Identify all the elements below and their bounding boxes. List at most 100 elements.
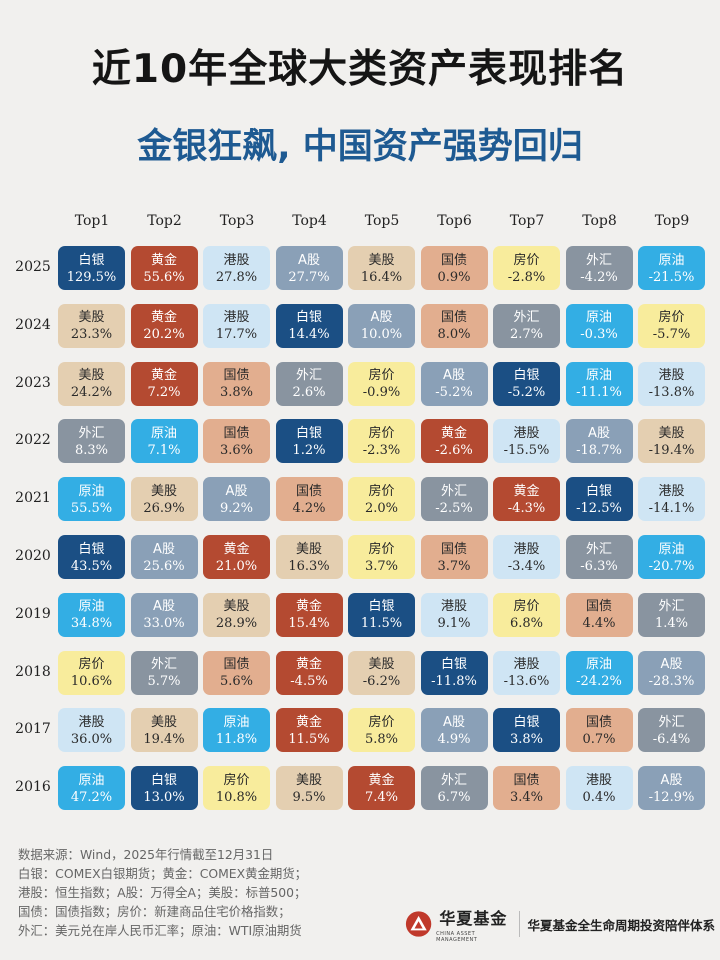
asset-return: -2.8% xyxy=(507,269,546,285)
asset-cell: A股 -12.9% xyxy=(638,766,705,811)
asset-name: 国债 xyxy=(513,772,540,788)
asset-name: A股 xyxy=(443,368,465,384)
asset-cell: 国债 8.0% xyxy=(420,303,488,348)
asset-name: A股 xyxy=(298,252,320,268)
asset-name: 原油 xyxy=(223,714,250,730)
asset-cell: 原油 11.8% xyxy=(203,708,270,753)
asset-cell: A股 25.6% xyxy=(130,535,198,579)
asset-cell: A股 -18.7% xyxy=(565,419,633,464)
asset-cell: 黄金 55.6% xyxy=(130,246,198,290)
asset-return: -0.9% xyxy=(362,385,401,401)
asset-cell: 港股 -15.5% xyxy=(493,419,560,464)
asset-cell: 外汇 8.3% xyxy=(58,419,125,464)
asset-cell: 黄金 -4.5% xyxy=(275,650,343,695)
asset-return: 129.5% xyxy=(66,269,117,285)
asset-name: 原油 xyxy=(658,252,685,268)
asset-name: 外汇 xyxy=(585,252,612,268)
asset-cell: 美股 28.9% xyxy=(203,592,270,637)
asset-name: 黄金 xyxy=(150,252,177,268)
asset-cell: 外汇 2.6% xyxy=(275,361,343,406)
asset-name: 外汇 xyxy=(78,425,105,441)
asset-cell: 房价 -5.7% xyxy=(638,303,705,348)
asset-return: 9.2% xyxy=(219,500,254,516)
asset-cell: 白银 13.0% xyxy=(130,766,198,811)
asset-name: 外汇 xyxy=(295,368,322,384)
asset-cell: A股 33.0% xyxy=(130,592,198,637)
asset-cell: 国债 0.7% xyxy=(565,708,633,753)
asset-return: 4.4% xyxy=(582,616,616,632)
asset-name: 房价 xyxy=(658,310,685,326)
asset-return: -15.5% xyxy=(503,442,550,458)
asset-name: 原油 xyxy=(585,657,612,673)
asset-return: 28.9% xyxy=(215,616,258,632)
asset-cell: 国债 5.6% xyxy=(203,650,270,695)
asset-cell: 原油 -24.2% xyxy=(565,650,633,695)
asset-name: 原油 xyxy=(78,483,105,499)
asset-name: 外汇 xyxy=(440,772,467,788)
asset-return: 6.7% xyxy=(437,789,471,805)
asset-name: 白银 xyxy=(513,368,540,384)
asset-cell: 原油 47.2% xyxy=(58,766,125,811)
brand-logo-cn: 华夏基金 xyxy=(439,909,508,928)
asset-cell: A股 9.2% xyxy=(203,477,270,522)
asset-name: 黄金 xyxy=(223,541,250,557)
asset-name: 黄金 xyxy=(150,310,177,326)
asset-name: 房价 xyxy=(368,714,395,730)
asset-return: 25.6% xyxy=(143,558,185,574)
asset-return: 4.9% xyxy=(437,731,471,747)
asset-cell: 房价 2.0% xyxy=(348,477,415,522)
asset-return: -4.3% xyxy=(507,500,546,516)
asset-return: 5.7% xyxy=(147,674,181,690)
asset-return: -28.3% xyxy=(648,674,695,690)
year-label: 2025 xyxy=(15,259,51,275)
asset-return: -14.1% xyxy=(648,500,695,516)
asset-cell: 美股 16.4% xyxy=(348,246,415,290)
asset-name: 黄金 xyxy=(150,368,177,384)
asset-name: A股 xyxy=(153,599,175,615)
asset-name: 美股 xyxy=(150,483,177,499)
asset-name: 国债 xyxy=(440,252,467,268)
asset-cell: 国债 4.2% xyxy=(275,477,343,522)
asset-name: 房价 xyxy=(368,368,395,384)
asset-return: 16.4% xyxy=(360,269,403,285)
asset-cell: A股 -5.2% xyxy=(420,361,488,406)
asset-return: 2.6% xyxy=(292,385,326,401)
brand-logo-en: CHINA ASSET MANAGEMENT xyxy=(436,931,478,943)
asset-return: -2.3% xyxy=(362,442,401,458)
asset-name: 港股 xyxy=(513,657,540,673)
asset-return: 11.8% xyxy=(215,731,258,747)
asset-return: -6.3% xyxy=(580,558,618,574)
asset-cell: 黄金 21.0% xyxy=(203,535,270,579)
asset-name: 国债 xyxy=(585,599,612,615)
asset-return: 26.9% xyxy=(143,500,185,516)
asset-cell: 美股 -19.4% xyxy=(638,419,705,464)
asset-return: 8.0% xyxy=(437,327,471,343)
asset-return: -0.3% xyxy=(580,327,618,343)
asset-return: 27.8% xyxy=(215,269,258,285)
asset-cell: 美股 9.5% xyxy=(275,766,343,811)
asset-cell: 房价 -2.3% xyxy=(348,419,415,464)
asset-cell: 港股 27.8% xyxy=(203,246,270,290)
year-label: 2018 xyxy=(15,663,51,680)
asset-name: 白银 xyxy=(295,425,322,441)
column-header: Top2 xyxy=(147,213,182,229)
asset-cell: 国债 4.4% xyxy=(565,592,633,637)
asset-name: 原油 xyxy=(150,425,177,441)
asset-name: 白银 xyxy=(78,252,105,268)
asset-name: 房价 xyxy=(368,541,395,557)
asset-name: 美股 xyxy=(150,714,177,730)
asset-name: 美股 xyxy=(223,599,250,615)
asset-cell: 美股 24.2% xyxy=(58,361,125,406)
asset-cell: 黄金 7.2% xyxy=(130,361,198,406)
asset-name: 港股 xyxy=(513,541,540,557)
asset-cell: 港股 -13.8% xyxy=(638,361,705,406)
asset-name: 外汇 xyxy=(150,657,177,673)
asset-name: 白银 xyxy=(513,714,540,730)
asset-name: 房价 xyxy=(223,772,250,788)
asset-return: -19.4% xyxy=(648,442,695,458)
asset-cell: 原油 7.1% xyxy=(130,419,198,464)
asset-return: -5.7% xyxy=(652,327,691,343)
asset-cell: 国债 3.4% xyxy=(493,766,560,811)
asset-return: 21.0% xyxy=(215,558,258,574)
asset-return: -5.2% xyxy=(507,385,546,401)
